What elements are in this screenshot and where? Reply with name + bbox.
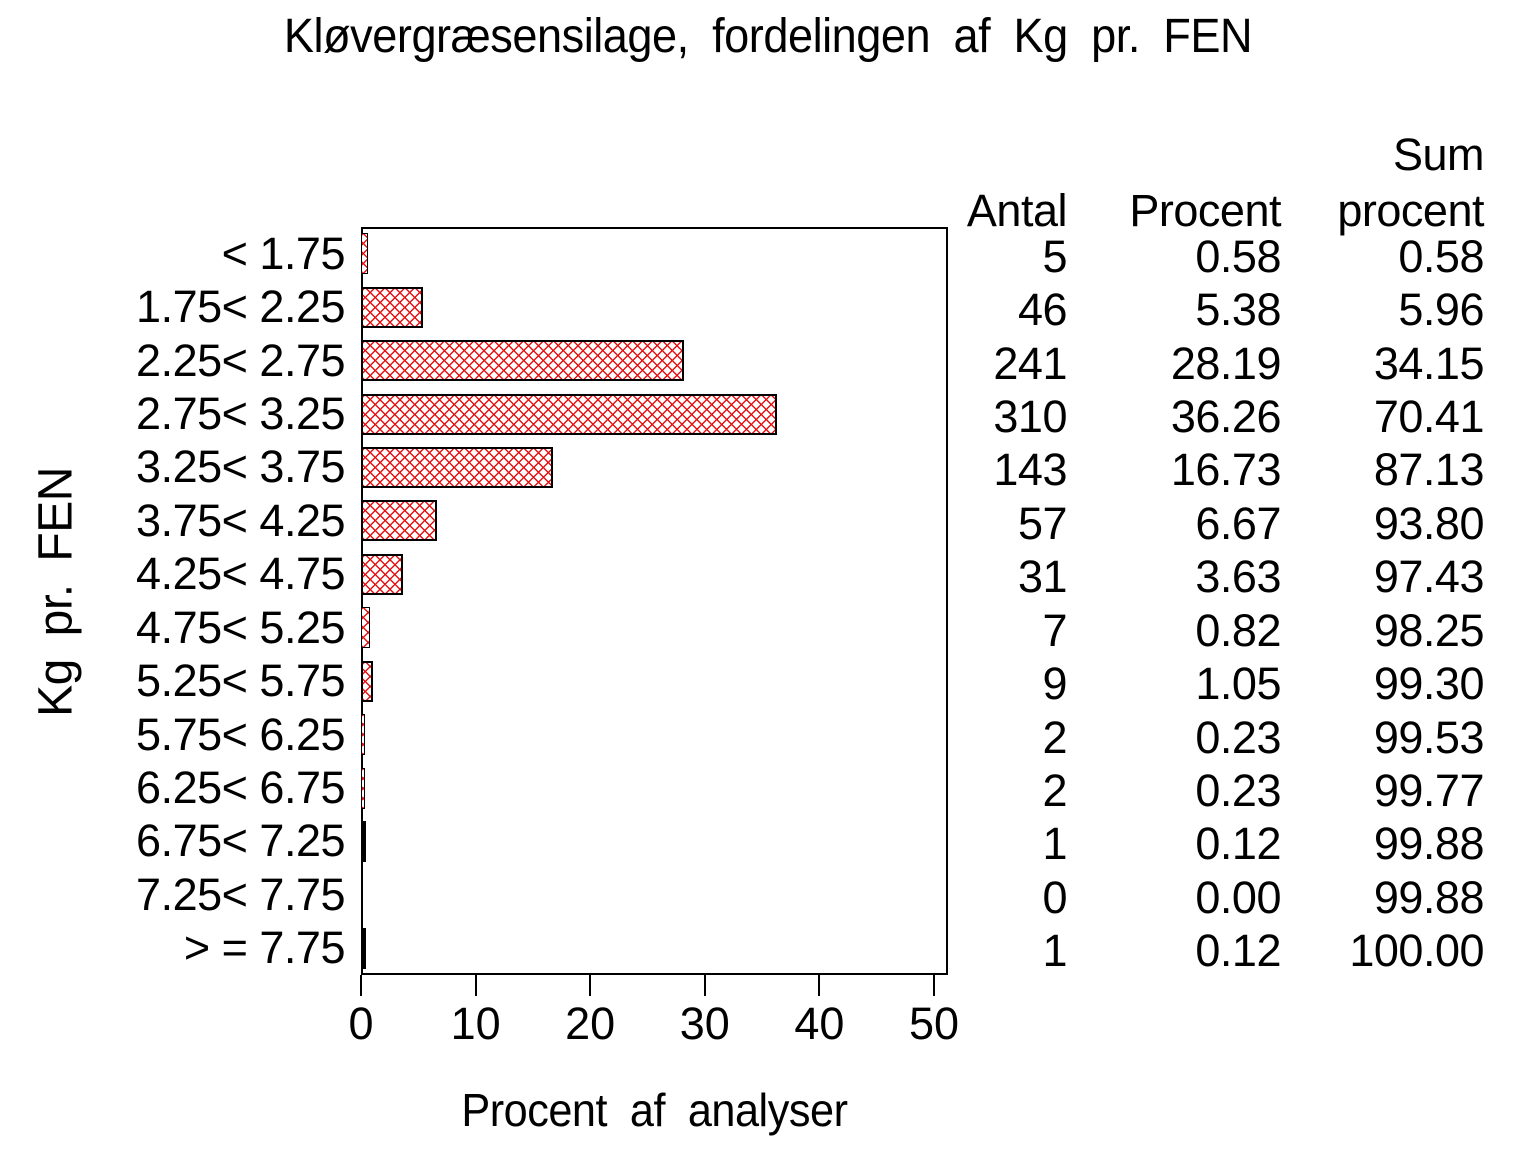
x-axis-tick-label: 0 bbox=[348, 998, 374, 1049]
table-cell-antal: 57 bbox=[1017, 497, 1068, 549]
table-cell-sum-procent: 100.00 bbox=[1349, 925, 1484, 977]
x-axis-tick-label: 40 bbox=[794, 998, 845, 1049]
table-cell-procent: 5.38 bbox=[1195, 284, 1281, 336]
table-cell-procent: 0.82 bbox=[1195, 604, 1281, 656]
bar bbox=[361, 607, 371, 649]
table-cell-procent: 16.73 bbox=[1170, 444, 1282, 496]
table-cell-sum-procent: 99.88 bbox=[1373, 871, 1485, 923]
category-label: > = 7.75 bbox=[183, 922, 346, 974]
x-axis-tick bbox=[818, 975, 821, 996]
chart-title: Kløvergræsensilage, fordelingen af Kg pr… bbox=[0, 8, 1536, 66]
table-cell-procent: 0.23 bbox=[1195, 711, 1281, 763]
table-cell-procent: 0.23 bbox=[1195, 764, 1281, 816]
table-cell-sum-procent: 34.15 bbox=[1373, 337, 1485, 389]
category-label: 2.25< 2.75 bbox=[136, 334, 345, 386]
category-label: 7.25< 7.75 bbox=[136, 868, 345, 920]
category-label: 1.75< 2.25 bbox=[136, 281, 345, 333]
bar bbox=[361, 660, 374, 702]
bar-zero-stub bbox=[363, 820, 366, 862]
x-axis-tick-label: 20 bbox=[565, 998, 616, 1049]
table-cell-sum-procent: 0.58 bbox=[1398, 230, 1484, 282]
table-cell-procent: 0.12 bbox=[1195, 925, 1281, 977]
x-axis-tick-label: 30 bbox=[679, 998, 730, 1049]
table-header-procent: Procent bbox=[1129, 185, 1281, 236]
category-label: 5.75< 6.25 bbox=[136, 708, 345, 760]
table-cell-antal: 46 bbox=[1017, 284, 1068, 336]
x-axis-tick bbox=[933, 975, 935, 996]
table-cell-antal: 2 bbox=[1042, 711, 1067, 763]
table-cell-sum-procent: 99.88 bbox=[1373, 818, 1485, 870]
table-cell-antal: 0 bbox=[1042, 871, 1067, 923]
table-cell-sum-procent: 99.77 bbox=[1373, 764, 1485, 816]
x-axis-title: Procent af analyser bbox=[354, 1084, 954, 1136]
category-label: 6.25< 6.75 bbox=[136, 761, 345, 813]
x-axis-tick bbox=[360, 975, 362, 996]
x-axis-tick bbox=[589, 975, 592, 996]
table-cell-sum-procent: 5.96 bbox=[1398, 284, 1484, 336]
bar bbox=[361, 233, 368, 275]
category-label: 4.75< 5.25 bbox=[136, 601, 345, 653]
table-cell-sum-procent: 87.13 bbox=[1373, 444, 1485, 496]
category-label: 3.75< 4.25 bbox=[136, 494, 345, 546]
table-cell-procent: 36.26 bbox=[1170, 390, 1282, 442]
table-cell-procent: 6.67 bbox=[1195, 497, 1281, 549]
table-cell-sum-procent: 99.30 bbox=[1373, 658, 1485, 710]
bar bbox=[361, 553, 403, 595]
bar bbox=[361, 714, 365, 756]
x-axis-tick-label: 10 bbox=[450, 998, 501, 1049]
bar-zero-stub bbox=[363, 927, 366, 969]
table-cell-sum-procent: 70.41 bbox=[1373, 390, 1485, 442]
table-cell-procent: 0.58 bbox=[1195, 230, 1281, 282]
x-axis-title-text: Procent af analyser bbox=[460, 1084, 848, 1136]
bar bbox=[361, 500, 438, 542]
table-cell-antal: 143 bbox=[993, 444, 1067, 496]
table-cell-sum-procent: 99.53 bbox=[1373, 711, 1485, 763]
x-axis-tick-label: 50 bbox=[908, 998, 960, 1049]
table-cell-procent: 1.05 bbox=[1195, 658, 1281, 710]
bar bbox=[361, 340, 685, 382]
table-header-sum-line1: Sum bbox=[1392, 129, 1485, 180]
chart-title-text: Kløvergræsensilage, fordelingen af Kg pr… bbox=[283, 10, 1253, 63]
category-label: 6.75< 7.25 bbox=[136, 815, 345, 867]
table-cell-procent: 0.12 bbox=[1195, 818, 1281, 870]
bar bbox=[361, 393, 777, 435]
table-cell-antal: 9 bbox=[1042, 658, 1067, 710]
table-cell-procent: 0.00 bbox=[1195, 871, 1281, 923]
table-cell-procent: 3.63 bbox=[1195, 551, 1281, 603]
table-header-sum-line2: procent bbox=[1337, 185, 1484, 236]
table-cell-antal: 1 bbox=[1042, 818, 1067, 870]
bar bbox=[361, 767, 365, 809]
table-cell-antal: 310 bbox=[993, 390, 1067, 442]
table-cell-antal: 1 bbox=[1042, 925, 1067, 977]
category-label: < 1.75 bbox=[221, 227, 346, 279]
table-cell-antal: 2 bbox=[1042, 764, 1067, 816]
table-cell-sum-procent: 93.80 bbox=[1373, 497, 1485, 549]
bar bbox=[361, 286, 423, 328]
table-cell-sum-procent: 97.43 bbox=[1373, 551, 1485, 603]
table-cell-antal: 7 bbox=[1042, 604, 1067, 656]
table-cell-sum-procent: 98.25 bbox=[1373, 604, 1485, 656]
table-header-antal: Antal bbox=[966, 185, 1068, 236]
table-cell-antal: 241 bbox=[993, 337, 1067, 389]
table-cell-procent: 28.19 bbox=[1170, 337, 1282, 389]
table-cell-antal: 31 bbox=[1017, 551, 1068, 603]
category-label: 4.25< 4.75 bbox=[136, 548, 345, 600]
bar bbox=[361, 446, 553, 488]
category-label: 2.75< 3.25 bbox=[136, 387, 345, 439]
category-label: 3.25< 3.75 bbox=[136, 441, 345, 493]
table-cell-antal: 5 bbox=[1042, 230, 1067, 282]
x-axis-tick bbox=[703, 975, 706, 996]
category-label: 5.25< 5.75 bbox=[136, 655, 345, 707]
x-axis-tick bbox=[474, 975, 477, 996]
